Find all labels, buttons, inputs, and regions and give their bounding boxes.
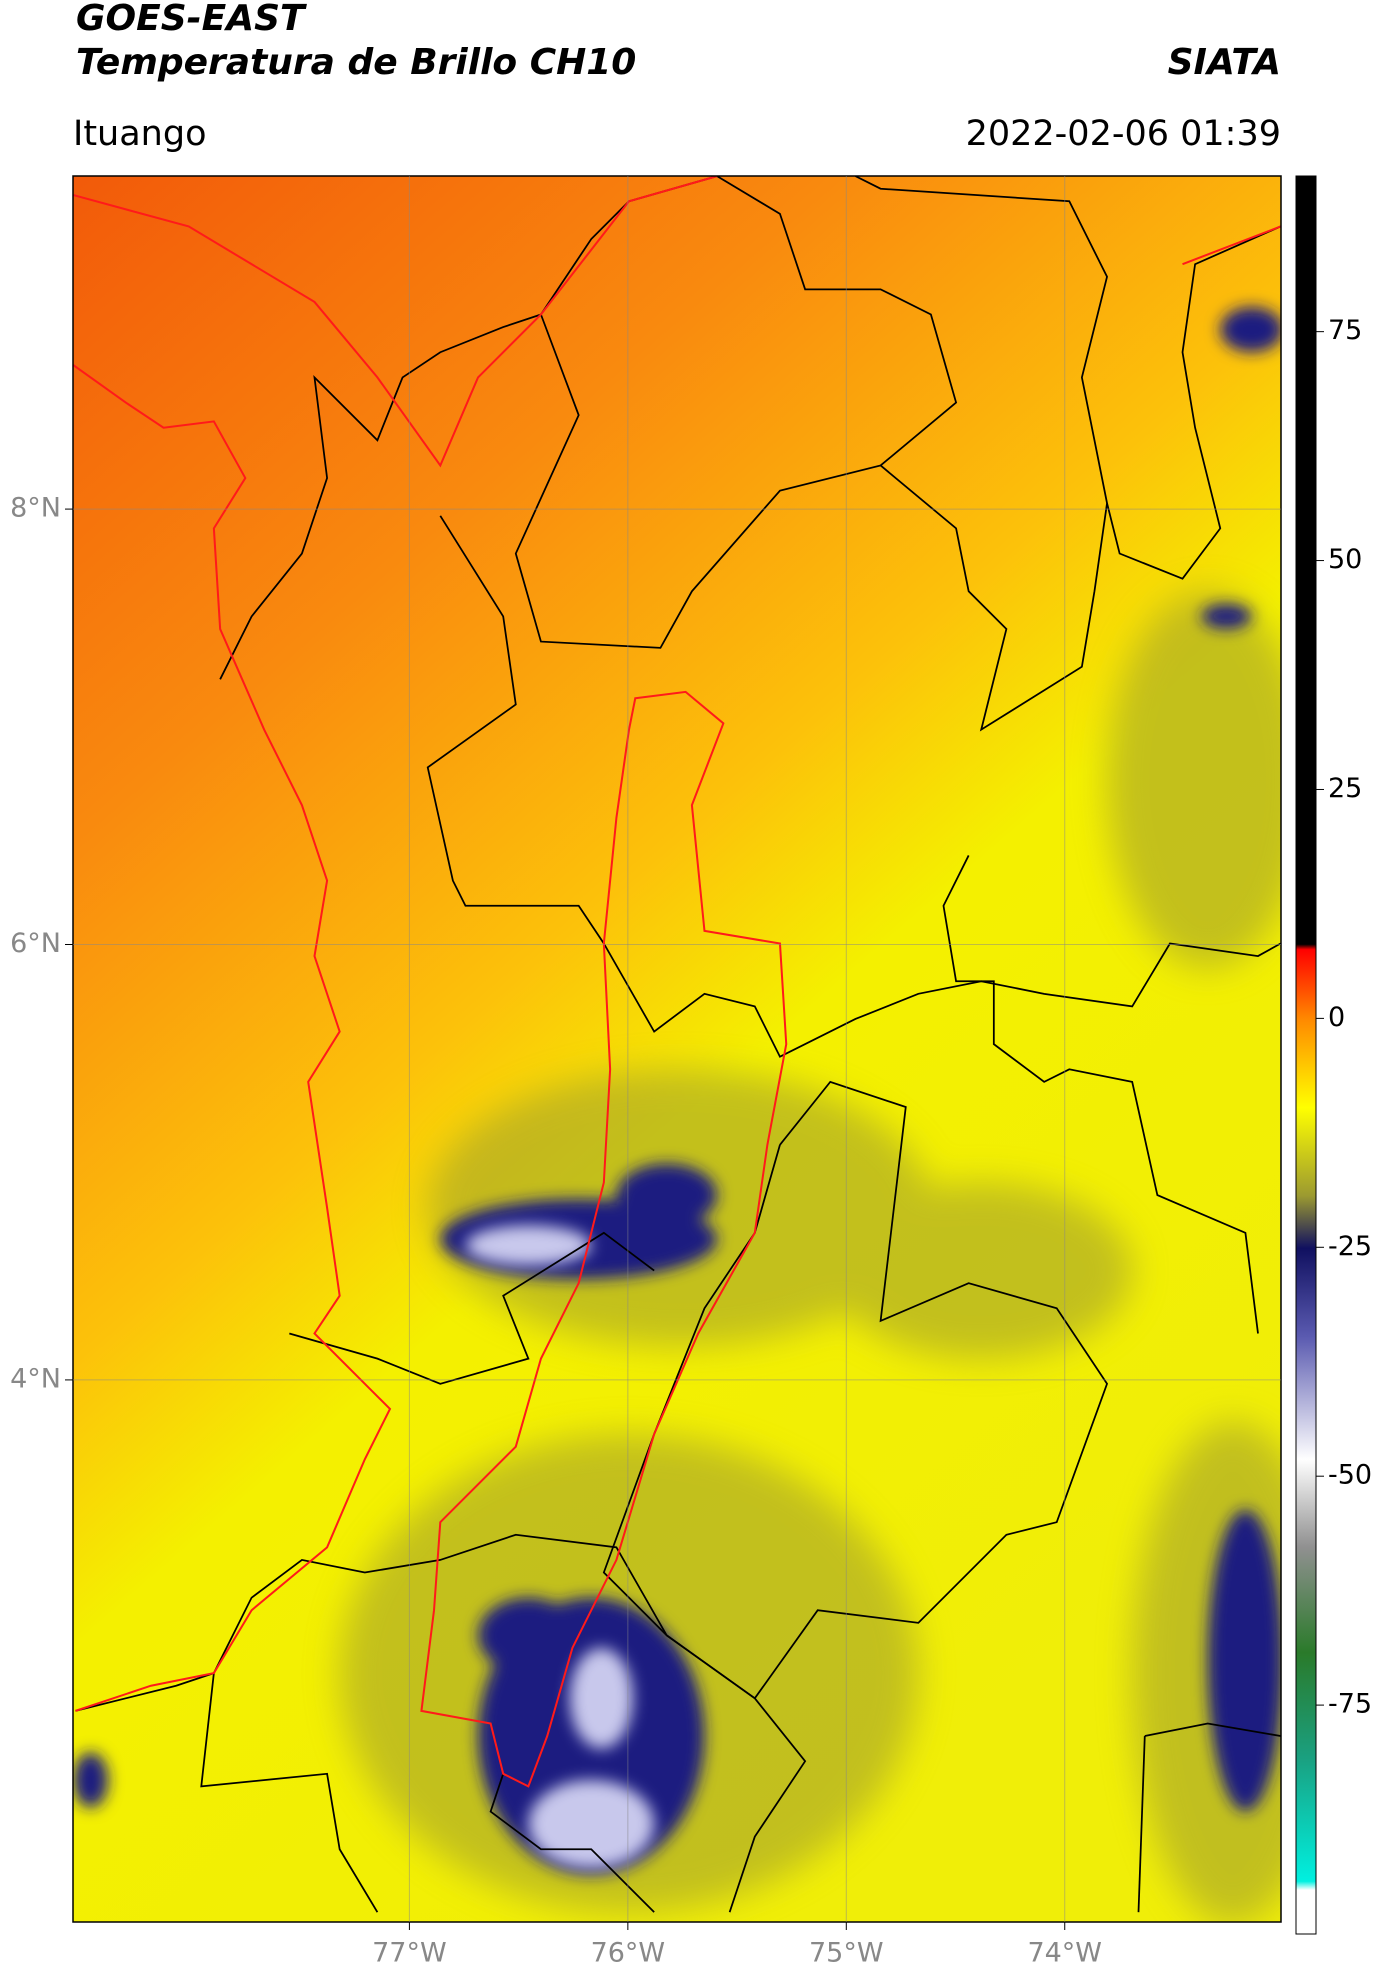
colorbar-tick-label: -25 bbox=[1328, 1231, 1372, 1262]
x-tick-label: 74°W bbox=[1027, 1938, 1102, 1969]
y-tick-label: 4°N bbox=[10, 1363, 61, 1394]
colorbar-tick-label: 50 bbox=[1328, 544, 1362, 575]
map-field bbox=[73, 176, 1281, 1922]
title: GOES-EAST bbox=[76, 0, 307, 39]
colorbar-tick-label: 75 bbox=[1328, 315, 1362, 346]
clouds bbox=[73, 306, 1281, 1922]
y-tick-label: 6°N bbox=[10, 928, 61, 959]
source: SIATA bbox=[1168, 42, 1281, 83]
x-tick-label: 75°W bbox=[809, 1938, 884, 1969]
x-tick-label: 76°W bbox=[591, 1938, 666, 1969]
datetime: 2022-02-06 01:39 bbox=[966, 114, 1281, 154]
colorbar-tick-label: -75 bbox=[1328, 1689, 1372, 1720]
location: Ituango bbox=[73, 114, 207, 154]
colorbar bbox=[1295, 175, 1317, 1935]
colorbar-tick-label: 0 bbox=[1328, 1002, 1345, 1033]
coast-and-basin bbox=[73, 176, 1281, 1788]
subtitle: Temperatura de Brillo CH10 bbox=[76, 42, 636, 83]
colorbar-tick-label: 25 bbox=[1328, 773, 1362, 804]
y-tick-label: 8°N bbox=[10, 493, 61, 524]
colorbar-tick-label: -50 bbox=[1328, 1460, 1372, 1491]
x-tick-label: 77°W bbox=[372, 1938, 447, 1969]
map-frame bbox=[72, 175, 1282, 1923]
boundaries bbox=[75, 176, 1281, 1913]
